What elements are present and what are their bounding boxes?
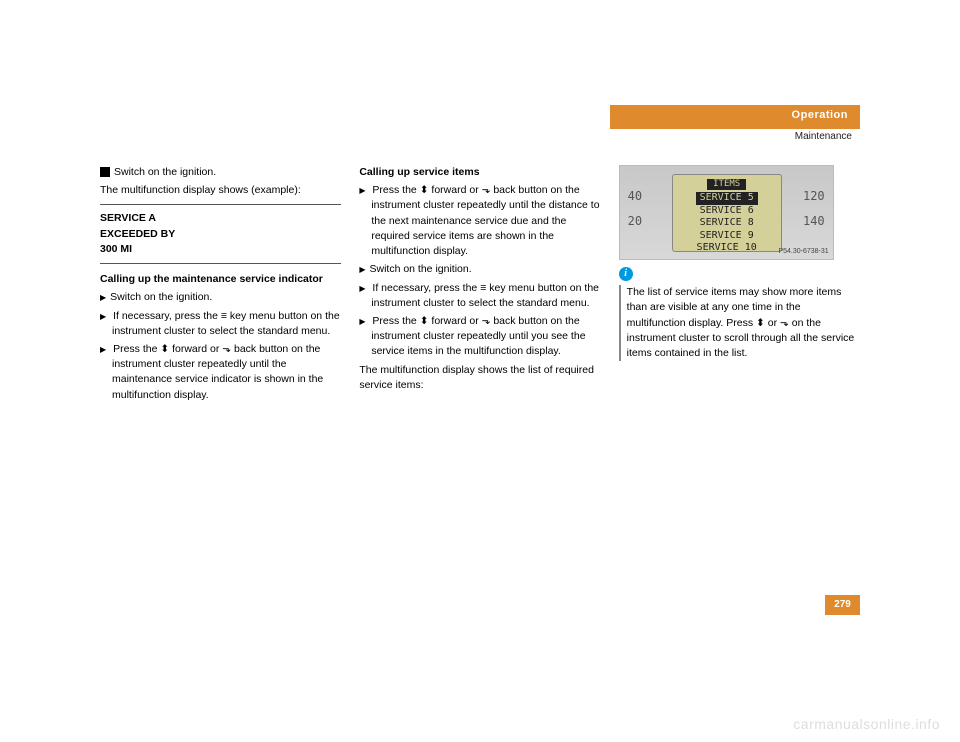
lcd-item: SERVICE 8 xyxy=(673,217,781,230)
step: Switch on the ignition. xyxy=(359,262,600,277)
page-number: 279 xyxy=(825,595,860,615)
note-text: The list of service items may show more … xyxy=(627,285,860,361)
divider xyxy=(100,204,341,205)
watermark: carmanualsonline.info xyxy=(793,716,940,732)
manual-page: Operation Maintenance Switch on the igni… xyxy=(100,75,860,645)
forward-icon: ⬍ xyxy=(756,317,765,329)
column-3: 40 20 ITEMS SERVICE 5 SERVICE 6 SERVICE … xyxy=(619,165,860,406)
forward-icon: ⬍ xyxy=(420,184,429,196)
column-1: Switch on the ignition. The multifunctio… xyxy=(100,165,341,406)
subheading: Calling up the maintenance service indic… xyxy=(100,272,341,287)
step: Press the ⬍ forward or ⬎ back button on … xyxy=(359,183,600,259)
content-columns: Switch on the ignition. The multifunctio… xyxy=(100,165,860,406)
step: Switch on the ignition. xyxy=(100,290,341,305)
forward-icon: ⬍ xyxy=(420,315,429,327)
step: Press the ⬍ forward or ⬎ back button on … xyxy=(100,342,341,403)
note-block: The list of service items may show more … xyxy=(619,285,860,361)
step: If necessary, press the ≡ key menu butto… xyxy=(359,281,600,311)
lcd-item: SERVICE 9 xyxy=(673,230,781,243)
step: Press the ⬍ forward or ⬎ back button on … xyxy=(359,314,600,360)
body-text: The multifunction display shows the list… xyxy=(359,363,600,393)
lcd-item: SERVICE 6 xyxy=(673,205,781,218)
lcd-title: ITEMS xyxy=(707,179,746,190)
info-icon: i xyxy=(619,267,633,281)
bullet-square-icon xyxy=(100,167,110,177)
instrument-cluster-figure: 40 20 ITEMS SERVICE 5 SERVICE 6 SERVICE … xyxy=(619,165,834,260)
column-2: Calling up service items Press the ⬍ for… xyxy=(359,165,600,406)
info-row: i xyxy=(619,266,860,281)
lcd-screen: ITEMS SERVICE 5 SERVICE 6 SERVICE 8 SERV… xyxy=(672,174,782,252)
menu-key-icon: ≡ xyxy=(480,282,486,294)
menu-key-icon: ≡ xyxy=(221,310,227,322)
display-sample: SERVICE A EXCEEDED BY 300 MI xyxy=(100,211,341,257)
lcd-selected-item: SERVICE 5 xyxy=(696,192,758,205)
gauge-left: 40 20 xyxy=(628,180,642,239)
back-icon: ⬎ xyxy=(482,315,491,327)
back-icon: ⬎ xyxy=(780,317,789,329)
forward-icon: ⬍ xyxy=(160,343,169,355)
section-header-bar: Operation xyxy=(610,105,860,129)
step: Switch on the ignition. xyxy=(100,165,341,180)
figure-code: P54.30-6738-31 xyxy=(778,247,828,257)
section-title: Operation xyxy=(792,109,848,121)
step: If necessary, press the ≡ key menu butto… xyxy=(100,309,341,339)
section-subhead: Maintenance xyxy=(795,131,852,142)
gauge-right: 120 140 xyxy=(803,180,825,239)
body-text: The multifunction display shows (example… xyxy=(100,183,341,198)
back-icon: ⬎ xyxy=(482,184,491,196)
back-icon: ⬎ xyxy=(222,343,231,355)
lcd-item: SERVICE 10 xyxy=(673,242,781,255)
divider xyxy=(100,263,341,264)
subheading: Calling up service items xyxy=(359,165,600,180)
